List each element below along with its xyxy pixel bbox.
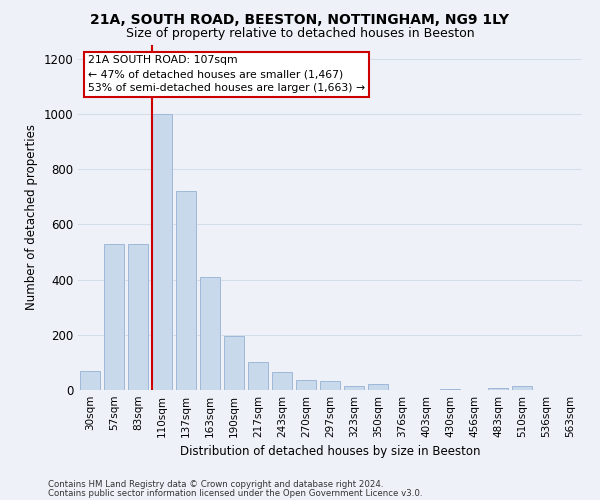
Bar: [104, 244, 124, 390]
Bar: [488, 388, 508, 390]
Bar: [224, 336, 244, 390]
Bar: [176, 192, 196, 390]
Bar: [320, 381, 340, 390]
Bar: [440, 388, 460, 390]
Bar: [152, 114, 172, 390]
Bar: [344, 386, 364, 390]
Text: Contains HM Land Registry data © Crown copyright and database right 2024.: Contains HM Land Registry data © Crown c…: [48, 480, 383, 489]
Bar: [128, 244, 148, 390]
Bar: [272, 372, 292, 390]
Bar: [512, 386, 532, 390]
Bar: [200, 277, 220, 390]
Bar: [368, 384, 388, 390]
X-axis label: Distribution of detached houses by size in Beeston: Distribution of detached houses by size …: [180, 446, 480, 458]
Text: 21A, SOUTH ROAD, BEESTON, NOTTINGHAM, NG9 1LY: 21A, SOUTH ROAD, BEESTON, NOTTINGHAM, NG…: [91, 12, 509, 26]
Text: Size of property relative to detached houses in Beeston: Size of property relative to detached ho…: [125, 28, 475, 40]
Bar: [80, 370, 100, 390]
Text: 21A SOUTH ROAD: 107sqm
← 47% of detached houses are smaller (1,467)
53% of semi-: 21A SOUTH ROAD: 107sqm ← 47% of detached…: [88, 56, 365, 94]
Y-axis label: Number of detached properties: Number of detached properties: [25, 124, 38, 310]
Bar: [248, 362, 268, 390]
Text: Contains public sector information licensed under the Open Government Licence v3: Contains public sector information licen…: [48, 488, 422, 498]
Bar: [296, 380, 316, 390]
